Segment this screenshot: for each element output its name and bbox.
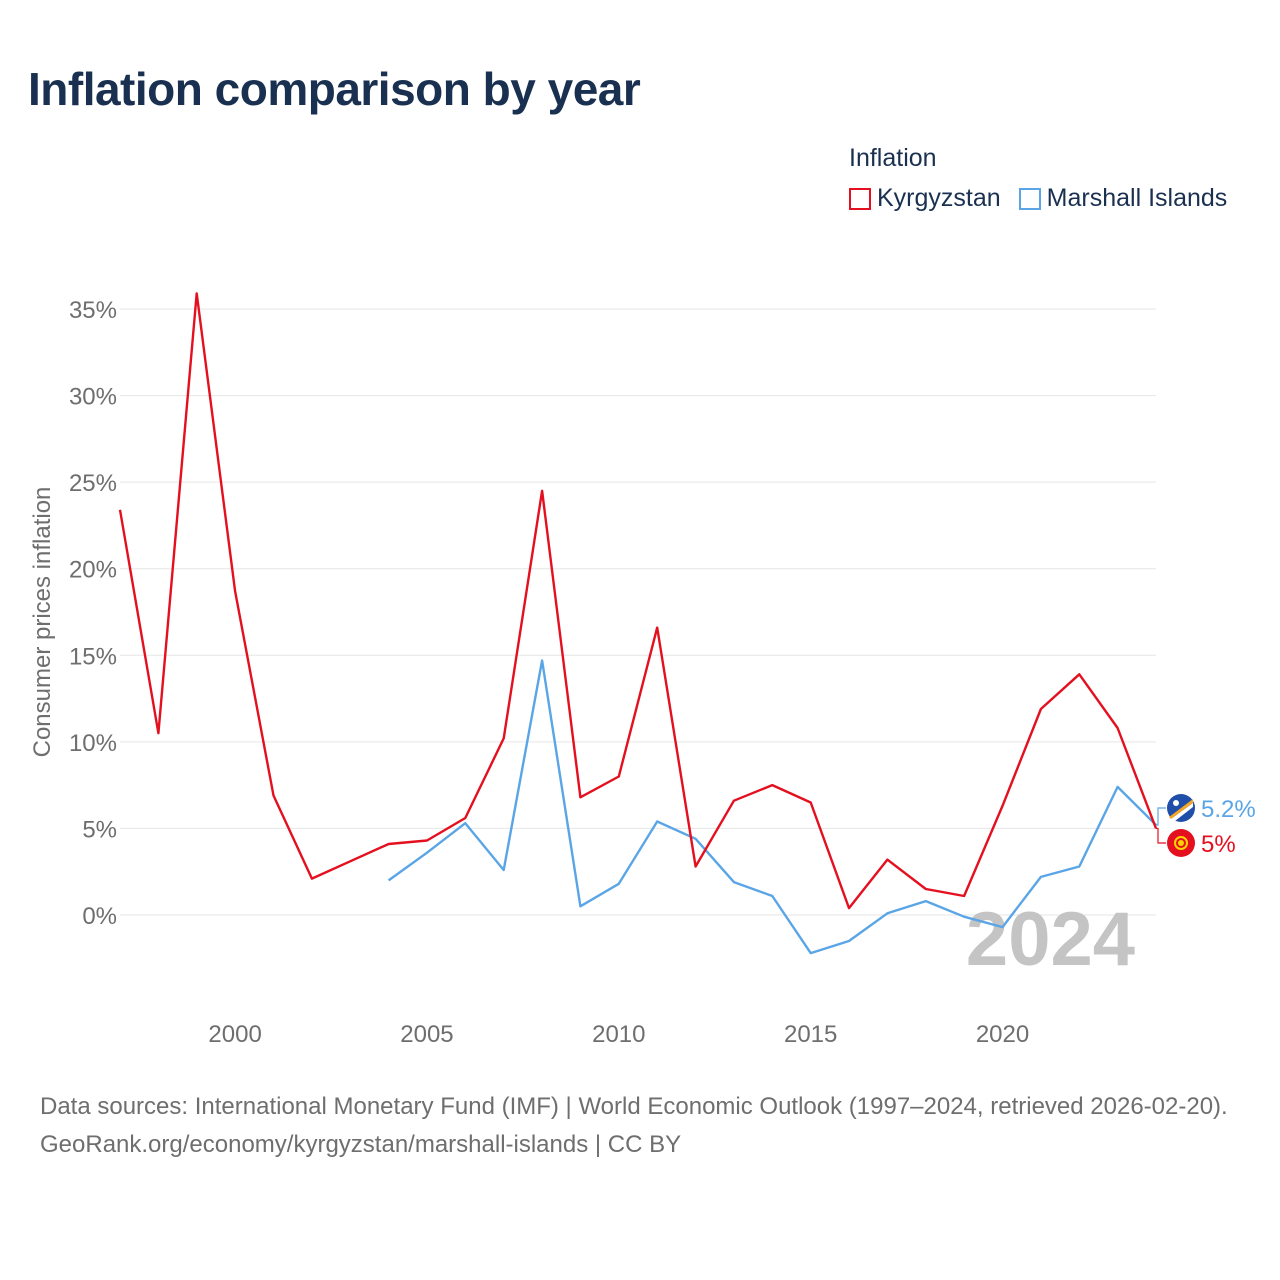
x-axis-ticks: 2000 2005 2010 2015 2020	[208, 1021, 1029, 1048]
x-tick-label: 2015	[784, 1021, 837, 1048]
end-connector-kyrgyzstan	[1156, 827, 1166, 844]
x-tick-label: 2020	[976, 1021, 1029, 1048]
series-line-kyrgyzstan[interactable]	[118, 292, 1158, 910]
end-value-marshall-islands: 5.2%	[1201, 796, 1256, 823]
year-watermark: 2024	[966, 897, 1135, 982]
legend-swatch-marshall-islands	[1018, 187, 1041, 210]
x-tick-label: 2010	[592, 1021, 645, 1048]
y-axis-ticks: 0% 5% 10% 15% 20% 25% 30% 35%	[69, 297, 117, 930]
line-chart: 0%5%10%15%20%25%30%35% 2000 2005 2010 2015 2…	[29, 292, 1256, 1048]
source-link[interactable]: GeoRank.org/economy/kyrgyzstan/marshall-…	[40, 1131, 682, 1158]
end-value-kyrgyzstan: 5%	[1201, 831, 1236, 858]
y-tick-label: 0%	[82, 903, 117, 930]
chart-title: Inflation comparison by year	[28, 63, 641, 115]
legend-label-kyrgyzstan: Kyrgyzstan	[877, 184, 1001, 212]
gridlines	[120, 308, 1156, 916]
legend-item-kyrgyzstan[interactable]: Kyrgyzstan	[849, 184, 1001, 213]
x-tick-label: 2000	[208, 1021, 261, 1048]
legend-item-marshall-islands[interactable]: Marshall Islands	[1018, 184, 1228, 213]
y-axis-label: Consumer prices inflation	[29, 487, 56, 758]
end-connector-marshall-islands	[1156, 807, 1166, 826]
flag-icon-kyrgyzstan	[1167, 829, 1195, 857]
legend-label-marshall-islands: Marshall Islands	[1046, 184, 1228, 212]
y-tick-label: 15%	[69, 643, 117, 670]
end-labels: 5% 5.2%	[1156, 794, 1256, 858]
legend-swatch-kyrgyzstan	[849, 187, 871, 210]
y-tick-label: 10%	[69, 730, 117, 757]
y-tick-label: 5%	[82, 816, 117, 843]
y-tick-label: 25%	[69, 470, 117, 497]
legend: Kyrgyzstan Marshall Islands	[849, 184, 1245, 213]
data-sources: Data sources: International Monetary Fun…	[40, 1093, 1228, 1120]
footer: Data sources: International Monetary Fun…	[40, 1088, 1250, 1164]
y-tick-label: 30%	[69, 384, 117, 411]
y-tick-label: 20%	[69, 557, 117, 584]
y-tick-label: 35%	[69, 297, 117, 324]
series-line-marshall-islands[interactable]	[387, 659, 1157, 955]
flag-icon-marshall-islands	[1167, 794, 1195, 822]
series-lines	[118, 292, 1158, 955]
legend-title: Inflation	[849, 144, 937, 172]
x-tick-label: 2005	[400, 1021, 453, 1048]
